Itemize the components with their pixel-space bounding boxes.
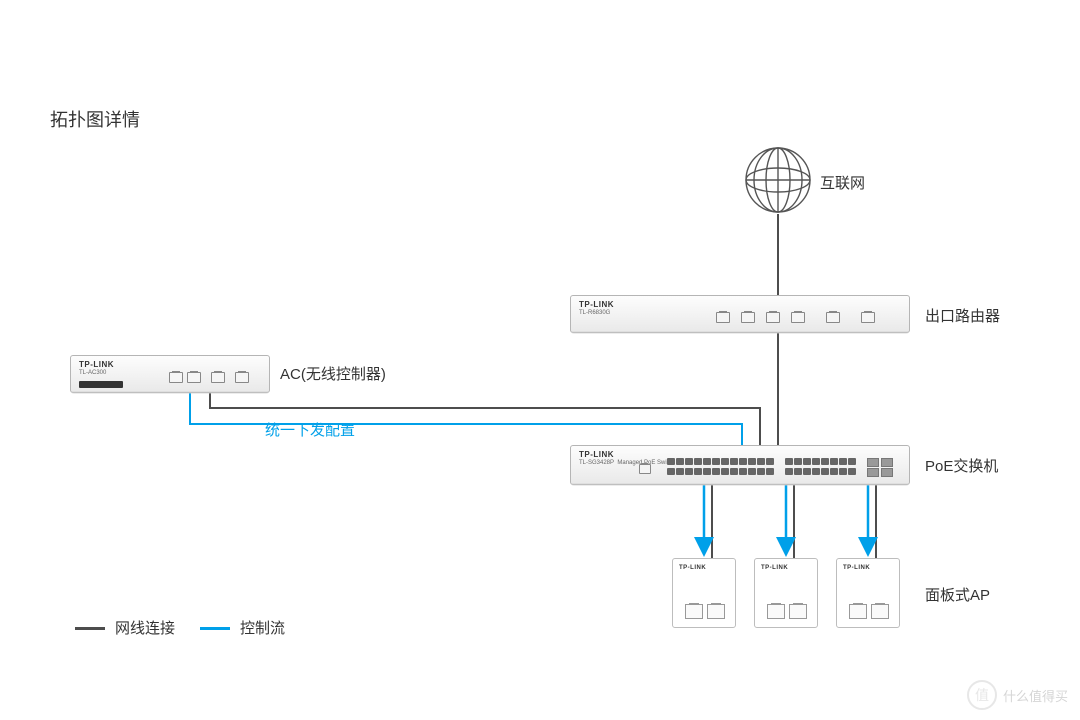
router-model: TL-R6830G — [579, 310, 610, 316]
ap-panel-1: TP-LINK — [672, 558, 736, 628]
switch-model: TL-SG3428P Managed PoE Switch — [579, 460, 675, 466]
ac-label: AC(无线控制器) — [280, 363, 386, 384]
config-push-label: 统一下发配置 — [265, 419, 355, 440]
watermark-text: 什么值得买 — [1003, 686, 1068, 705]
watermark: 值 什么值得买 — [967, 680, 1068, 710]
brand-text: TP-LINK — [579, 300, 614, 309]
router-label: 出口路由器 — [925, 305, 1000, 326]
switch-label: PoE交换机 — [925, 455, 998, 476]
legend-swatch-ctrl — [200, 627, 230, 630]
brand-text: TP-LINK — [579, 450, 614, 459]
poe-switch-device: TP-LINK TL-SG3428P Managed PoE Switch — [570, 445, 910, 485]
topology-diagram: 拓扑图详情 互联网 出口路由器 AC(无线控制器) 统一 — [0, 0, 1080, 720]
legend-wire-label: 网线连接 — [115, 617, 175, 638]
internet-label: 互联网 — [820, 172, 865, 193]
ac-controller-device: TP-LINK TL-AC300 — [70, 355, 270, 393]
watermark-icon: 值 — [967, 680, 997, 710]
diagram-title: 拓扑图详情 — [50, 106, 140, 132]
ap-panel-3: TP-LINK — [836, 558, 900, 628]
router-device: TP-LINK TL-R6830G — [570, 295, 910, 333]
ac-model: TL-AC300 — [79, 370, 106, 376]
ap-panel-2: TP-LINK — [754, 558, 818, 628]
ap-label: 面板式AP — [925, 584, 990, 605]
brand-text: TP-LINK — [79, 360, 114, 369]
legend-swatch-wire — [75, 627, 105, 630]
legend-ctrl-label: 控制流 — [240, 617, 285, 638]
